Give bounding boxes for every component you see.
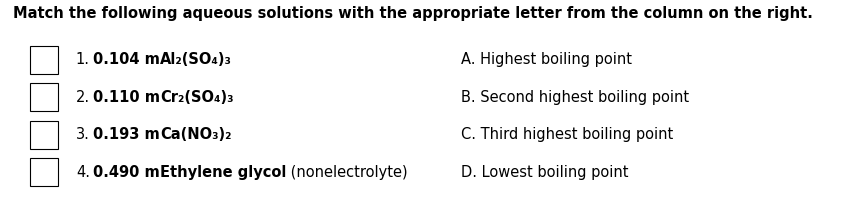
Text: 0.490 m: 0.490 m bbox=[93, 165, 159, 180]
Bar bbox=[30, 158, 58, 186]
Text: Match the following aqueous solutions with the appropriate letter from the colum: Match the following aqueous solutions wi… bbox=[13, 6, 812, 21]
Text: 0.104 m: 0.104 m bbox=[93, 52, 160, 67]
Text: 0.193 m: 0.193 m bbox=[93, 127, 159, 142]
Text: Cr₂(SO₄)₃: Cr₂(SO₄)₃ bbox=[160, 90, 233, 105]
Text: 4.: 4. bbox=[76, 165, 90, 180]
Text: D. Lowest boiling point: D. Lowest boiling point bbox=[461, 165, 628, 180]
Bar bbox=[30, 121, 58, 149]
Text: (nonelectrolyte): (nonelectrolyte) bbox=[286, 165, 407, 180]
Text: 0.110 m: 0.110 m bbox=[93, 90, 160, 105]
Text: C. Third highest boiling point: C. Third highest boiling point bbox=[461, 127, 672, 142]
Text: 1.: 1. bbox=[76, 52, 90, 67]
Text: 2.: 2. bbox=[76, 90, 90, 105]
Text: Ca(NO₃)₂: Ca(NO₃)₂ bbox=[159, 127, 231, 142]
Bar bbox=[30, 83, 58, 111]
Text: Al₂(SO₄)₃: Al₂(SO₄)₃ bbox=[160, 52, 232, 67]
Text: A. Highest boiling point: A. Highest boiling point bbox=[461, 52, 631, 67]
Bar bbox=[30, 46, 58, 74]
Text: 3.: 3. bbox=[76, 127, 90, 142]
Text: Ethylene glycol: Ethylene glycol bbox=[159, 165, 286, 180]
Text: B. Second highest boiling point: B. Second highest boiling point bbox=[461, 90, 689, 105]
